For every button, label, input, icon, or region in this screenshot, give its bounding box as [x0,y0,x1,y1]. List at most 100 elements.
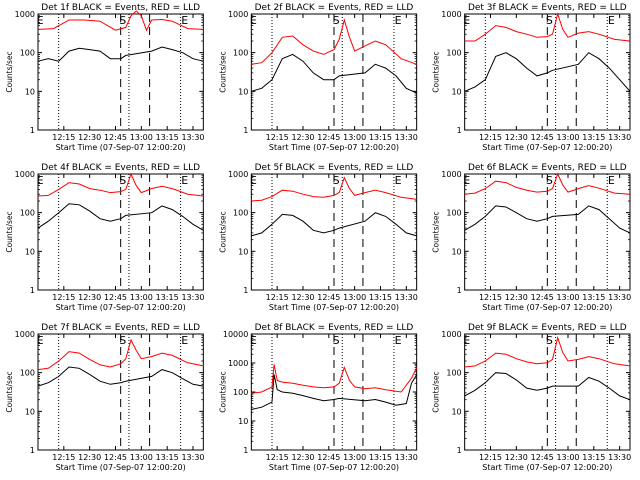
chart-panel-9: Det 9f BLACK = Events, RED = LLD 1 10 100 10… [432,323,632,472]
x-tick-label: 12:45 [531,133,554,142]
y-tick-label: 100 [446,369,461,378]
black-events-series [464,52,631,92]
chart-panel-4: Det 4f BLACK = Events, RED = LLD 1 10 100 10… [5,163,205,312]
y-tick-label: 1 [30,126,35,135]
black-events-series [37,366,204,387]
y-tick-label: 10 [25,247,35,256]
x-tick-label: 13:00 [556,133,579,142]
y-tick-label: 1 [243,286,248,295]
x-tick-label: 12:30 [78,453,101,462]
red-lld-series [464,335,631,368]
interval-marker: E [250,174,257,187]
red-lld-series [37,172,204,197]
y-axis-label: Counts/sec [5,371,14,412]
x-tick-label: 13:15 [369,293,392,302]
red-lld-series [251,176,417,202]
y-tick-label: 10 [238,417,248,426]
interval-marker: E [608,334,615,347]
y-tick-label: 100 [20,369,35,378]
y-tick-label: 1 [30,446,35,455]
y-tick-label: 10 [451,87,461,96]
y-tick-label: 100 [233,209,248,218]
y-tick-label: 1000 [441,170,461,179]
x-axis-label: Start Time (07-Sep-07 12:00:20) [269,303,399,312]
y-axis-label: Counts/sec [218,211,227,252]
x-tick-label: 13:15 [369,453,392,462]
x-tick-label: 12:30 [78,133,101,142]
x-tick-label: 12:45 [317,453,340,462]
y-tick-label: 1 [243,126,248,135]
y-tick-label: 100 [446,49,461,58]
red-lld-series [464,12,631,42]
interval-marker: S [119,334,126,347]
x-tick-label: 13:00 [343,453,366,462]
black-events-series [251,374,418,410]
chart-title: Det 4f BLACK = Events, RED = LLD [41,163,200,173]
x-tick-label: 12:30 [505,133,528,142]
interval-marker: S [333,174,340,187]
x-axis-label: Start Time (07-Sep-07 12:00:20) [482,303,612,312]
x-tick-label: 12:15 [479,293,502,302]
x-tick-label: 12:15 [479,453,502,462]
interval-marker: E [395,14,402,27]
y-tick-label: 1000 [441,330,461,339]
red-lld-series [251,18,417,65]
x-tick-label: 12:45 [317,293,340,302]
x-tick-label: 12:15 [266,293,289,302]
interval-marker: E [463,334,470,347]
x-tick-label: 12:15 [266,133,289,142]
red-lld-series [251,364,418,394]
x-tick-label: 13:30 [608,133,631,142]
interval-marker: E [181,14,188,27]
y-tick-label: 10 [238,247,248,256]
chart-panel-5: Det 5f BLACK = Events, RED = LLD 1 10 100 10… [218,163,418,312]
interval-marker: E [463,14,470,27]
x-axis-label: Start Time (07-Sep-07 12:00:20) [482,143,612,152]
chart-title: Det 7f BLACK = Events, RED = LLD [41,323,200,333]
y-tick-label: 1 [30,286,35,295]
chart-panel-8: Det 8f BLACK = Events, RED = LLD 1 10 100 10… [218,323,418,472]
chart-panel-7: Det 7f BLACK = Events, RED = LLD 1 10 100 10… [5,323,205,472]
x-tick-label: 13:00 [556,293,579,302]
y-tick-label: 100 [233,49,248,58]
y-tick-label: 100 [446,209,461,218]
x-tick-label: 13:00 [343,293,366,302]
interval-marker: S [546,334,553,347]
x-tick-label: 13:00 [130,453,153,462]
y-axis-label: Counts/sec [432,371,441,412]
y-tick-label: 1 [457,286,462,295]
x-tick-label: 12:45 [531,453,554,462]
chart-panel-2: Det 2f BLACK = Events, RED = LLD 1 10 100 10… [218,3,418,152]
x-tick-label: 13:15 [156,293,179,302]
x-tick-label: 12:45 [317,133,340,142]
y-tick-label: 100 [233,388,248,397]
x-tick-label: 12:45 [104,293,127,302]
x-tick-label: 12:30 [291,293,314,302]
black-events-series [464,372,631,401]
red-lld-series [37,10,204,32]
interval-marker: E [250,334,257,347]
y-tick-label: 1 [457,126,462,135]
interval-marker: E [608,14,615,27]
x-tick-label: 12:45 [531,293,554,302]
x-tick-label: 12:30 [505,293,528,302]
x-tick-label: 13:30 [181,133,204,142]
interval-marker: E [181,334,188,347]
chart-panel-1: Det 1f BLACK = Events, RED = LLD 1 10 100 10… [5,3,205,152]
x-tick-label: 13:30 [395,133,418,142]
x-tick-label: 13:00 [343,133,366,142]
interval-marker: E [181,174,188,187]
x-tick-label: 13:00 [130,293,153,302]
chart-title: Det 5f BLACK = Events, RED = LLD [255,163,414,173]
x-axis-label: Start Time (07-Sep-07 12:00:20) [56,303,186,312]
chart-title: Det 9f BLACK = Events, RED = LLD [468,323,627,333]
black-events-series [464,205,631,234]
chart-title: Det 6f BLACK = Events, RED = LLD [468,163,627,173]
y-tick-label: 10 [25,87,35,96]
x-tick-label: 13:00 [130,133,153,142]
interval-marker: E [37,334,44,347]
y-axis-label: Counts/sec [5,211,14,252]
y-tick-label: 1 [457,446,462,455]
black-events-series [251,212,417,237]
